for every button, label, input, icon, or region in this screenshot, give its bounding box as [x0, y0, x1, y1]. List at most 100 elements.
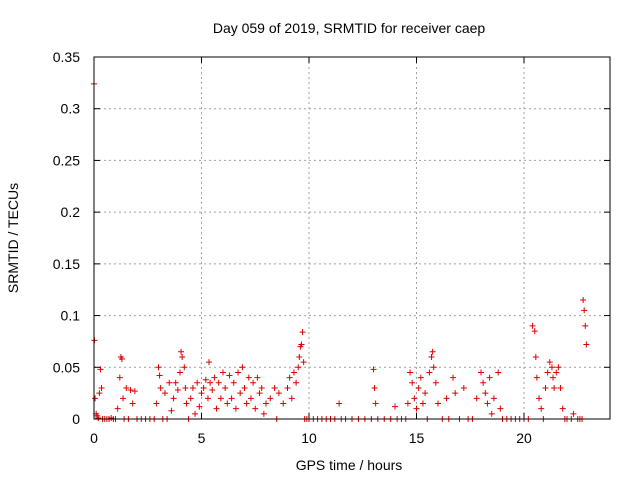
data-point: [237, 390, 244, 397]
data-point: [258, 384, 265, 391]
data-point: [178, 348, 185, 355]
data-point: [123, 384, 130, 391]
data-point: [478, 369, 484, 376]
data-point: [336, 400, 343, 407]
data-point: [183, 400, 190, 407]
data-point: [497, 405, 504, 412]
data-point: [198, 390, 205, 397]
data-point: [538, 405, 545, 412]
data-point: [443, 395, 450, 402]
data-point: [293, 379, 300, 386]
data-point: [284, 384, 291, 391]
data-point: [542, 384, 549, 391]
data-point: [181, 364, 188, 371]
data-point: [473, 395, 480, 402]
data-point: [555, 364, 562, 371]
data-point: [174, 387, 181, 394]
data-point: [546, 359, 553, 366]
data-point: [392, 403, 398, 410]
data-point: [189, 384, 196, 391]
data-point: [299, 329, 306, 336]
data-point: [428, 353, 435, 360]
data-point: [551, 384, 558, 391]
data-point: [460, 384, 467, 391]
data-point: [486, 374, 493, 381]
data-point: [267, 395, 274, 402]
data-point: [422, 390, 429, 397]
data-point: [252, 405, 259, 412]
data-point: [290, 369, 297, 376]
data-point: [97, 366, 104, 373]
data-point: [209, 387, 216, 394]
data-point: [484, 400, 491, 407]
data-point: [531, 328, 538, 335]
data-point: [95, 414, 102, 421]
data-point: [432, 379, 439, 386]
data-point: [495, 369, 502, 376]
data-point: [120, 395, 127, 402]
data-point: [200, 384, 207, 391]
data-point: [179, 353, 186, 360]
data-point: [435, 400, 441, 407]
data-point: [280, 400, 287, 407]
data-point: [263, 400, 269, 407]
data-point: [550, 374, 557, 381]
data-point: [232, 405, 239, 412]
data-point: [298, 341, 305, 348]
data-point: [131, 388, 138, 395]
data-point: [544, 369, 551, 376]
data-point: [582, 322, 589, 329]
y-tick-label: 0: [72, 411, 80, 427]
data-point: [220, 369, 226, 376]
axis-ticks: 0 0.05 0.1 0.15 0.2 0.25 0.3 0.35 0 5 10 15 20: [53, 49, 610, 446]
data-point: [370, 366, 377, 373]
data-point: [419, 400, 426, 407]
data-point: [182, 384, 189, 391]
data-point: [207, 379, 214, 386]
data-point: [413, 405, 420, 412]
data-point: [553, 369, 560, 376]
grid-layer: [94, 57, 610, 419]
plot-frame: [93, 56, 611, 420]
data-point: [275, 390, 282, 397]
y-tick-label: 0.05: [53, 359, 80, 375]
data-point: [206, 359, 213, 366]
data-point: [482, 390, 489, 397]
data-point: [371, 384, 378, 391]
data-point: [177, 369, 183, 376]
data-point: [559, 405, 566, 412]
data-point: [157, 384, 164, 391]
data-point: [415, 384, 422, 391]
data-point: [450, 374, 457, 381]
x-tick-label: 0: [90, 430, 98, 446]
data-point: [533, 374, 540, 381]
data-point: [129, 400, 136, 407]
data-point: [118, 356, 125, 363]
data-point: [217, 395, 224, 402]
data-point: [300, 359, 307, 366]
x-axis-label: GPS time / hours: [296, 457, 403, 473]
data-point: [570, 410, 577, 417]
data-point: [187, 395, 194, 402]
data-point: [417, 374, 424, 381]
data-point: [196, 403, 203, 410]
x-tick-label: 15: [409, 430, 425, 446]
data-point: [194, 379, 201, 386]
data-point: [98, 384, 105, 391]
y-tick-label: 0.25: [53, 152, 80, 168]
data-point: [404, 400, 411, 407]
data-point: [92, 395, 99, 402]
data-point: [170, 395, 177, 402]
data-point: [211, 374, 218, 381]
data-point: [235, 369, 242, 376]
data-point: [580, 297, 587, 304]
data-point: [245, 374, 252, 381]
data-point: [256, 390, 263, 397]
data-point: [529, 322, 536, 329]
data-point: [536, 395, 543, 402]
data-point: [172, 379, 179, 386]
data-point: [239, 364, 246, 371]
data-point: [426, 369, 433, 376]
data-point: [429, 348, 436, 355]
data-point: [224, 400, 231, 407]
